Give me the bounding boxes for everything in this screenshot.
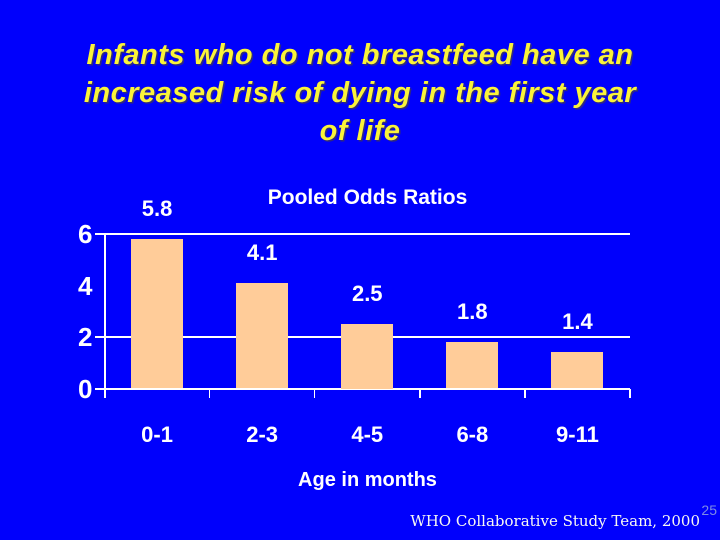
credit-text: WHO Collaborative Study Team, 2000 [410,512,700,530]
x-tick [524,388,526,398]
slide-title-line-3: of life [319,115,401,147]
x-tick [313,388,316,398]
bar-value-label: 4.1 [246,239,278,265]
y-tick-label: 6 [78,219,93,249]
bar-value-label: 2.5 [351,281,383,307]
x-tick-label: 0-1 [141,422,173,447]
bar [341,324,394,389]
bar [236,282,289,389]
slide-title: Infants who do not breastfeed have an in… [20,36,700,150]
x-axis-line [94,387,630,390]
x-axis-title: Age in months [298,469,437,491]
chart-title: Pooled Odds Ratios [267,186,468,209]
slide-title-line-1: Infants who do not breastfeed have an [86,39,634,71]
x-tick [629,388,631,398]
x-tick [419,388,421,398]
y-axis-line [103,233,106,398]
x-tick-label: 6-8 [456,422,489,447]
y-tick-label: 4 [78,270,93,301]
x-tick [208,388,211,398]
bar-value-label: 5.8 [141,196,173,222]
page-number: 25 [701,502,717,518]
y-tick-label: 0 [78,373,93,404]
x-tick-label: 2-3 [246,422,279,447]
bar [551,352,604,389]
x-tick-label: 9-11 [556,422,599,447]
bar-value-label: 1.8 [457,299,488,325]
slide-title-line-2: increased risk of dying in the first yea… [83,77,637,109]
bar [446,342,499,389]
x-tick-label: 4-5 [351,422,384,447]
gridline [94,233,630,235]
y-tick-label: 2 [78,322,93,352]
bar [131,239,184,389]
bar-value-label: 1.4 [562,309,593,335]
